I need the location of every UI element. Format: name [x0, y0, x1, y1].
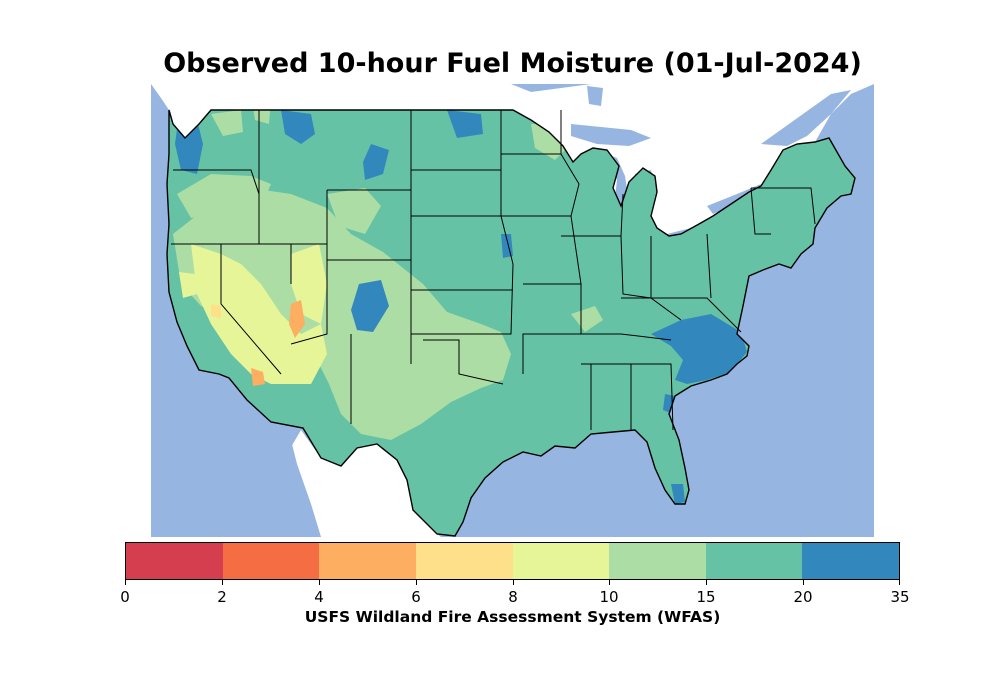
colorbar-tick-label: 2 — [217, 588, 227, 606]
colorbar-tick — [222, 580, 223, 585]
colorbar-tick — [803, 580, 804, 585]
colorbar-tick — [706, 580, 707, 585]
colorbar-tick — [899, 580, 900, 585]
colorbar-tick-label: 0 — [120, 588, 130, 606]
colorbar-segment — [415, 543, 513, 579]
colorbar-tick-label: 20 — [793, 588, 813, 606]
colorbar-tick — [416, 580, 417, 585]
colorbar-tick-label: 6 — [411, 588, 421, 606]
colorbar-tick-label: 15 — [696, 588, 716, 606]
colorbar-segment — [319, 543, 416, 579]
colorbar-tick — [319, 580, 320, 585]
colorbar-segment — [705, 543, 803, 579]
colorbar-segment — [512, 543, 610, 579]
colorbar-segment — [609, 543, 706, 579]
colorbar-tick-label: 35 — [890, 588, 910, 606]
colorbar-label: USFS Wildland Fire Assessment System (WF… — [304, 608, 721, 626]
colorbar-segment — [802, 543, 899, 579]
colorbar-tick-label: 8 — [508, 588, 518, 606]
colorbar-segment — [222, 543, 320, 579]
fuel-moisture-map — [151, 84, 874, 537]
colorbar-ticks: 0 2 4 6 8 10 15 20 35 — [120, 580, 910, 606]
colorbar-tick — [125, 580, 126, 585]
colorbar-segment — [126, 543, 223, 579]
colorbar-tick-label: 4 — [314, 588, 324, 606]
colorbar-tick — [513, 580, 514, 585]
colorbar — [125, 542, 900, 580]
map-title: Observed 10-hour Fuel Moisture (01-Jul-2… — [163, 48, 862, 79]
colorbar-tick-label: 10 — [599, 588, 619, 606]
colorbar-tick — [609, 580, 610, 585]
